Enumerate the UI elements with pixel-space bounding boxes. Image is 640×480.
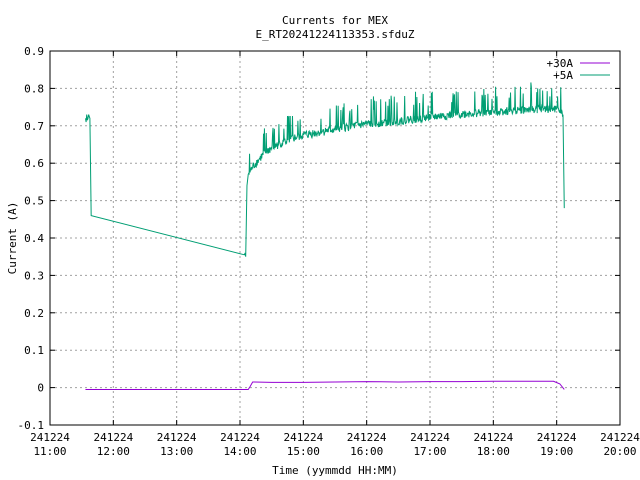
- y-tick-label: 0.4: [24, 232, 44, 245]
- y-tick-label: 0.8: [24, 82, 44, 95]
- x-axis-label: Time (yymmdd HH:MM): [272, 464, 398, 477]
- y-tick-label: 0.7: [24, 120, 44, 133]
- y-tick-label: 0.5: [24, 195, 44, 208]
- legend-label: +5A: [553, 69, 573, 82]
- x-tick-time-label: 12:00: [97, 445, 130, 458]
- series-line-0: [85, 380, 565, 390]
- chart-title: Currents for MEX: [282, 14, 388, 27]
- series-line-1: [84, 82, 565, 257]
- x-tick-time-label: 11:00: [33, 445, 66, 458]
- y-tick-label: 0.1: [24, 344, 44, 357]
- x-tick-date-label: 241224: [537, 431, 577, 444]
- series-layer: [84, 82, 565, 390]
- y-tick-labels: -0.1 0 0.1 0.2 0.3 0.4 0.5 0.6 0.7 0.8 0.9: [18, 45, 45, 432]
- x-tick-date-label: 241224: [473, 431, 513, 444]
- y-tick-label: -0.1: [18, 419, 45, 432]
- x-tick-time-label: 17:00: [413, 445, 446, 458]
- x-tick-time-label: 19:00: [540, 445, 573, 458]
- x-tick-date-label: 241224: [30, 431, 70, 444]
- x-tick-time-label: 18:00: [477, 445, 510, 458]
- y-tick-label: 0: [37, 382, 44, 395]
- axis-ticks: [49, 50, 621, 426]
- y-tick-label: 0.2: [24, 307, 44, 320]
- y-tick-label: 0.6: [24, 157, 44, 170]
- legend-label: +30A: [547, 57, 574, 70]
- x-tick-time-label: 13:00: [160, 445, 193, 458]
- x-tick-time-label: 20:00: [603, 445, 636, 458]
- y-axis-label: Current (A): [6, 202, 19, 275]
- x-tick-date-label: 241224: [410, 431, 450, 444]
- x-tick-time-label: 16:00: [350, 445, 383, 458]
- y-tick-label: 0.9: [24, 45, 44, 58]
- x-tick-labels: 24122411:0024122412:0024122413:002412241…: [30, 431, 640, 458]
- x-tick-date-label: 241224: [93, 431, 133, 444]
- x-tick-date-label: 241224: [600, 431, 640, 444]
- x-tick-time-label: 15:00: [287, 445, 320, 458]
- x-tick-time-label: 14:00: [223, 445, 256, 458]
- x-tick-date-label: 241224: [157, 431, 197, 444]
- chart-subtitle: E_RT20241224113353.sfduZ: [256, 28, 415, 41]
- x-tick-date-label: 241224: [347, 431, 387, 444]
- x-tick-date-label: 241224: [283, 431, 323, 444]
- legend: +30A+5A: [547, 57, 610, 82]
- y-tick-label: 0.3: [24, 269, 44, 282]
- x-tick-date-label: 241224: [220, 431, 260, 444]
